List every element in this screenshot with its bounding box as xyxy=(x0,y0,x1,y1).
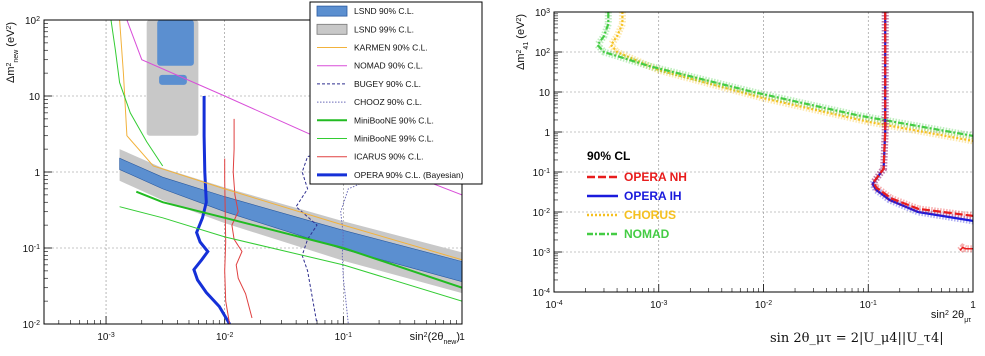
formula-value: sin 2θ_μτ = 2|U_μ4||U_τ4| xyxy=(770,331,944,346)
lsnd-island-4 xyxy=(155,99,184,113)
left-legend-swatch-1 xyxy=(316,23,348,35)
left-legend-label-6: MiniBooNE 90% C.L. xyxy=(354,115,434,125)
left-exclusion-plot: 10-3 10-2 10-1 1 10-2 10-1 1 10 102 sin2(2θnew) Δm… xyxy=(5,1,483,346)
right-ytick-label-4: 1 xyxy=(544,128,550,139)
lsnd-90-band xyxy=(119,157,462,283)
left-series-0 xyxy=(192,96,231,324)
left-legend-label-3: NOMAD 90% C.L. xyxy=(354,61,423,71)
left-xtick-label-1: 10-2 xyxy=(216,332,233,344)
right-ytick-label-6: 102 xyxy=(535,48,550,60)
left-ytick-label-0: 10-2 xyxy=(23,320,40,332)
right-series-4 xyxy=(959,246,973,251)
left-legend-label-2: KARMEN 90% C.L. xyxy=(354,43,428,53)
left-series-4 xyxy=(340,175,380,324)
right-series-3 xyxy=(872,12,973,217)
left-y-axis-label: Δm2new (eV2) xyxy=(5,22,20,83)
lsnd-island-1 xyxy=(157,20,194,66)
left-series-1 xyxy=(231,118,253,319)
left-series-9 xyxy=(110,20,164,167)
right-series-0 xyxy=(609,12,973,142)
formula-text: sin 2θ_μτ = 2|U_μ4||U_τ4| xyxy=(770,331,944,346)
left-legend-swatch-0 xyxy=(316,5,348,17)
left-legend-label-1: LSND 99% C.L. xyxy=(354,24,414,34)
left-series-8 xyxy=(119,206,462,302)
right-x-axis-label: sin2 2θμτ xyxy=(931,309,971,324)
left-legend-label-9: OPERA 90% C.L. (Bayesian) xyxy=(354,170,464,180)
right-series-1 xyxy=(596,12,973,137)
left-ytick-label-2: 1 xyxy=(34,168,40,179)
right-ytick-label-5: 10 xyxy=(539,88,551,99)
right-xtick-label-0: 10-4 xyxy=(545,300,562,312)
right-legend-title: 90% CL xyxy=(587,149,630,163)
left-series-6 xyxy=(119,20,462,261)
right-ytick-label-0: 10-4 xyxy=(533,288,550,300)
left-xtick-label-0: 10-3 xyxy=(97,332,114,344)
left-ytick-label-3: 10 xyxy=(29,92,41,103)
left-x-axis-label: sin2(2θnew) xyxy=(410,331,460,346)
left-xtick-label-2: 10-1 xyxy=(335,332,352,344)
right-opera-plot: 10-4 10-3 10-2 10-1 1 10-4 10-3 10-2 10-1 1 10 102 1… xyxy=(515,8,976,324)
right-ytick-label-1: 10-3 xyxy=(533,248,550,260)
right-plot-frame xyxy=(553,11,974,293)
right-legend-label-2: CHORUS xyxy=(624,208,676,222)
left-series-7 xyxy=(135,190,462,289)
left-legend-label-7: MiniBooNE 99% C.L. xyxy=(354,134,434,144)
right-legend: 90% CL OPERA NH OPERA IH CHORUS NOMAD xyxy=(587,149,687,241)
left-ytick-label-1: 10-1 xyxy=(23,244,40,256)
left-xtick-label-3: 1 xyxy=(459,332,465,343)
left-legend-label-4: BUGEY 90% C.L. xyxy=(354,79,421,89)
left-legend: LSND 90% C.L. LSND 99% C.L. KARMEN 90% C.L… xyxy=(309,1,483,185)
left-legend-label-0: LSND 90% C.L. xyxy=(354,6,414,16)
right-y-axis-label: Δm241 (eV2) xyxy=(515,14,530,70)
left-legend-label-8: ICARUS 90% C.L. xyxy=(354,152,423,162)
left-ytick-label-4: 102 xyxy=(25,16,40,28)
right-legend-label-1: OPERA IH xyxy=(624,189,682,203)
left-series-2 xyxy=(224,158,231,324)
left-legend-label-5: CHOOZ 90% C.L. xyxy=(354,97,422,107)
left-data-layer xyxy=(110,20,462,324)
right-xtick-label-1: 10-3 xyxy=(650,300,667,312)
right-xtick-label-2: 10-2 xyxy=(755,300,772,312)
right-ytick-label-3: 10-1 xyxy=(533,168,550,180)
right-legend-label-0: OPERA NH xyxy=(624,170,687,184)
right-data-layer xyxy=(592,12,973,253)
right-xtick-label-4: 1 xyxy=(970,300,976,311)
right-legend-label-3: NOMAD xyxy=(624,227,670,241)
lsnd-island-3 xyxy=(159,74,187,85)
right-ytick-label-7: 103 xyxy=(535,8,550,20)
right-ytick-label-2: 10-2 xyxy=(533,208,550,220)
right-xtick-label-3: 10-1 xyxy=(860,300,877,312)
